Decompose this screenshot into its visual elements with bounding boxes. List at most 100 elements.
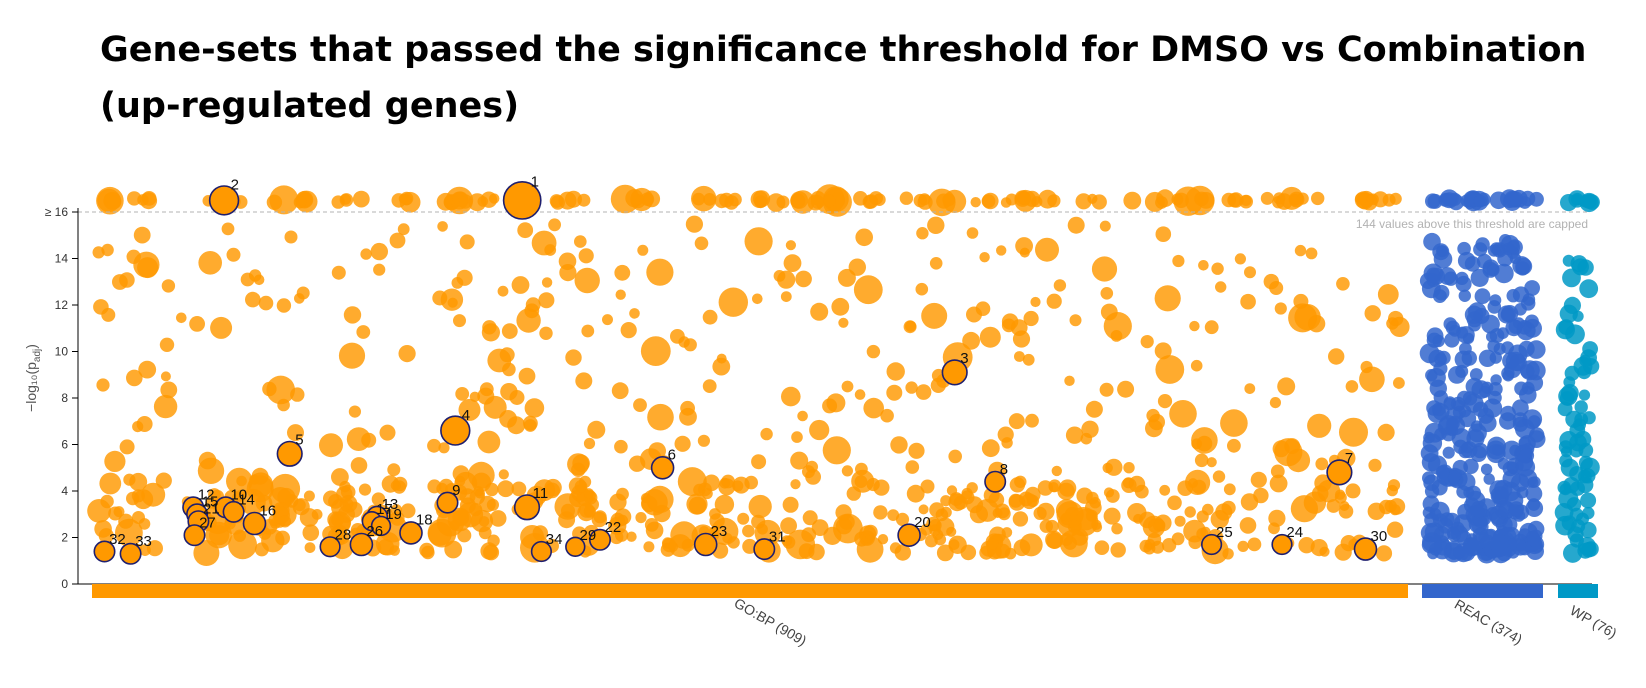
highlight-point-23[interactable]: 23 (693, 523, 728, 557)
highlight-point-2[interactable]: 2 (208, 177, 240, 216)
point-gobp (1191, 479, 1207, 494)
point-reac (1427, 193, 1443, 209)
point-gobp (782, 535, 796, 549)
point-reac (1422, 471, 1436, 485)
highlight-point-26[interactable]: 26 (349, 523, 383, 557)
highlight-point-9[interactable]: 9 (436, 482, 460, 514)
point-gobp (801, 527, 817, 542)
point-reac (1518, 340, 1535, 357)
highlight-point-32[interactable]: 32 (93, 531, 126, 563)
highlight-point-6[interactable]: 6 (650, 447, 676, 480)
point-gobp (1221, 500, 1236, 515)
point-gobp (1298, 537, 1315, 554)
point-gobp (1171, 532, 1185, 546)
point-gobp (518, 367, 536, 385)
point-gobp (1311, 191, 1325, 206)
highlight-marker (349, 532, 374, 557)
highlight-point-8[interactable]: 8 (984, 461, 1008, 493)
point-gobp (1091, 256, 1118, 282)
highlight-point-25[interactable]: 25 (1200, 524, 1233, 556)
point-gobp (889, 542, 902, 554)
point-gobp (680, 400, 695, 416)
highlight-point-7[interactable]: 7 (1326, 450, 1353, 486)
highlight-point-19[interactable]: 19 (370, 506, 402, 537)
highlight-point-24[interactable]: 24 (1271, 524, 1303, 556)
highlight-point-3[interactable]: 3 (941, 350, 969, 386)
point-reac (1424, 522, 1445, 542)
point-gobp (610, 184, 640, 214)
point-gobp (805, 460, 819, 473)
point-gobp (477, 196, 489, 207)
point-reac (1500, 405, 1516, 422)
highlight-point-30[interactable]: 30 (1353, 528, 1388, 561)
point-gobp (1386, 521, 1404, 538)
point-gobp (718, 478, 736, 496)
point-wp (1579, 354, 1592, 367)
source-bar-gobp (92, 584, 1408, 598)
point-wp (1558, 488, 1579, 509)
highlight-point-28[interactable]: 28 (319, 527, 351, 558)
point-gobp (981, 439, 1000, 458)
point-gobp (766, 193, 786, 212)
point-gobp (1387, 479, 1401, 492)
highlight-point-33[interactable]: 33 (119, 533, 152, 565)
highlight-point-27[interactable]: 27 (183, 515, 216, 547)
point-gobp (1280, 186, 1304, 210)
highlight-point-11[interactable]: 11 (513, 485, 548, 521)
highlight-point-5[interactable]: 5 (276, 432, 304, 467)
highlight-marker (1200, 533, 1223, 556)
point-gobp (995, 543, 1011, 559)
point-gobp (346, 427, 371, 451)
point-gobp (1328, 348, 1345, 365)
point-gobp (811, 519, 829, 536)
point-reac (1468, 302, 1487, 321)
point-gobp (539, 326, 553, 340)
point-gobp (1274, 302, 1287, 315)
highlight-label: 15 (202, 494, 219, 511)
point-gobp (583, 488, 594, 499)
point-reac (1447, 528, 1461, 542)
point-gobp (302, 524, 320, 541)
highlight-point-31[interactable]: 31 (753, 529, 786, 561)
y-tick-label: 6 (61, 438, 68, 452)
point-gobp (373, 263, 386, 276)
highlight-point-34[interactable]: 34 (530, 531, 563, 563)
highlight-point-20[interactable]: 20 (897, 514, 931, 548)
point-gobp (138, 518, 151, 530)
point-gobp (581, 324, 595, 338)
highlight-label: 8 (1000, 461, 1008, 478)
point-gobp (1046, 293, 1062, 309)
highlight-point-29[interactable]: 29 (565, 527, 596, 557)
point-gobp (1393, 377, 1405, 389)
highlight-point-16[interactable]: 16 (242, 502, 277, 536)
point-reac (1487, 339, 1500, 353)
point-gobp (131, 489, 145, 503)
point-gobp (1198, 260, 1209, 271)
point-gobp (331, 195, 345, 209)
point-gobp (1188, 535, 1202, 550)
point-gobp (400, 503, 416, 519)
highlight-point-18[interactable]: 18 (399, 512, 433, 545)
highlight-label: 27 (199, 515, 216, 532)
point-gobp (480, 542, 498, 560)
point-reac (1518, 469, 1538, 488)
point-wp (1579, 192, 1599, 213)
point-gobp (531, 230, 557, 256)
point-gobp (1277, 377, 1296, 396)
highlight-point-1[interactable]: 1 (502, 173, 542, 220)
point-gobp (189, 316, 206, 332)
point-gobp (1372, 191, 1389, 208)
point-gobp (358, 483, 372, 496)
highlight-point-14[interactable]: 14 (222, 491, 255, 523)
highlight-point-4[interactable]: 4 (440, 407, 471, 446)
point-gobp (578, 248, 594, 264)
point-gobp (485, 482, 499, 497)
highlight-point-22[interactable]: 22 (588, 519, 621, 551)
point-gobp (966, 496, 984, 514)
point-gobp (701, 488, 713, 500)
point-gobp (397, 223, 410, 236)
highlight-label: 26 (366, 523, 383, 540)
highlight-point-21[interactable]: 21 (187, 501, 220, 533)
point-gobp (620, 322, 637, 339)
